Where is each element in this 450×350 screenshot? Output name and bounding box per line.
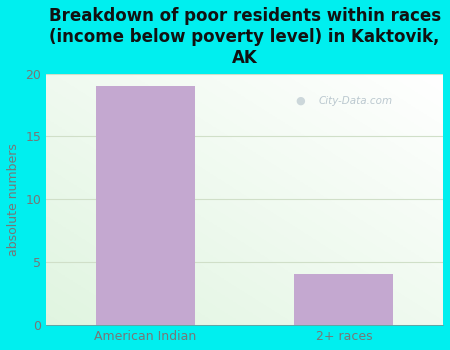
Title: Breakdown of poor residents within races
(income below poverty level) in Kaktovi: Breakdown of poor residents within races…: [49, 7, 441, 66]
Text: ●: ●: [295, 96, 305, 106]
Bar: [96, 86, 195, 324]
Y-axis label: absolute numbers: absolute numbers: [7, 143, 20, 256]
Bar: [294, 274, 393, 324]
Text: City-Data.com: City-Data.com: [319, 96, 393, 106]
